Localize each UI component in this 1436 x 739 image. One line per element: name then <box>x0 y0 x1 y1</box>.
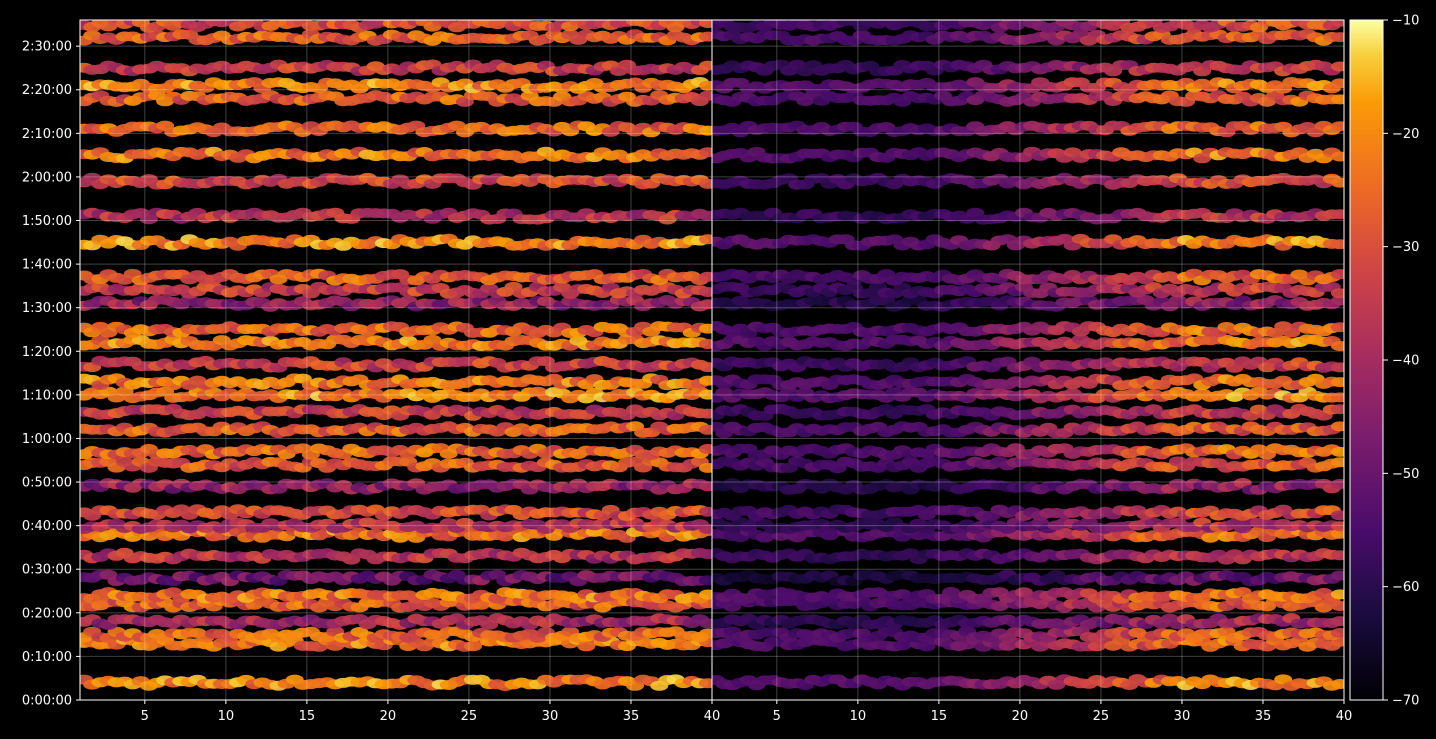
heatmap-cell <box>1330 528 1344 539</box>
heatmap-cell <box>698 178 712 189</box>
heatmap-cell <box>1330 446 1344 457</box>
heatmap-cell <box>1330 479 1344 489</box>
heatmap-cell <box>698 80 712 91</box>
heatmap-cells-right <box>712 20 1344 691</box>
heatmap-cell <box>698 589 712 600</box>
x-tick-label: 30 <box>542 709 559 724</box>
y-tick-label: 2:00:00 <box>22 170 72 185</box>
x-tick-label: 5 <box>141 709 149 724</box>
y-tick-label: 0:10:00 <box>22 650 72 665</box>
heatmap-cell <box>698 408 712 419</box>
y-tick-label: 2:20:00 <box>22 83 72 98</box>
heatmap-panel-right: 5 10 15 20 25 30 35 40 <box>711 19 1352 724</box>
heatmap-cell <box>1330 239 1344 250</box>
y-tick-label: 2:30:00 <box>22 40 72 55</box>
heatmap-cell <box>1330 589 1344 600</box>
heatmap-cell <box>698 678 712 689</box>
heatmap-cell <box>1330 362 1344 373</box>
heatmap-cell <box>698 323 712 334</box>
x-tick-label: 35 <box>623 709 640 724</box>
y-tick-label: 1:50:00 <box>22 214 72 229</box>
y-tick-label: 0:20:00 <box>22 606 72 621</box>
heatmap-cell <box>1330 550 1344 561</box>
heatmap-cells-left <box>80 20 712 691</box>
heatmap-cell <box>698 60 712 71</box>
heatmap-cell <box>1330 322 1344 333</box>
y-tick-label: 0:50:00 <box>22 476 72 491</box>
x-tick-label: 25 <box>461 709 478 724</box>
heatmap-cell <box>698 618 712 629</box>
x-axis-ticks-left: 5 10 15 20 25 30 35 40 <box>141 700 721 724</box>
heatmap-cell <box>698 125 712 136</box>
heatmap-cell <box>1330 209 1344 220</box>
heatmap-cell <box>698 287 712 297</box>
heatmap-cell <box>698 271 712 282</box>
x-tick-label: 15 <box>299 709 316 724</box>
heatmap-cell <box>698 210 712 221</box>
y-tick-label: 0:00:00 <box>22 694 72 709</box>
heatmap-cell <box>698 375 712 386</box>
y-tick-label: 2:10:00 <box>22 127 72 142</box>
heatmap-cell <box>698 462 712 473</box>
heatmap-cell <box>698 424 712 435</box>
heatmap-cell <box>1330 269 1344 280</box>
heatmap-cell <box>698 481 712 492</box>
heatmap-cell <box>698 444 712 454</box>
heatmap-cell <box>1330 151 1344 162</box>
heatmap-cell <box>698 31 712 42</box>
x-tick-label: 20 <box>380 709 397 724</box>
heatmap-cell <box>1330 288 1344 299</box>
heatmap-cell <box>1330 377 1344 388</box>
gridlines-left <box>80 20 713 701</box>
heatmap-cell <box>1330 679 1344 689</box>
heatmap-cell <box>698 147 712 158</box>
heatmap-cell <box>1330 601 1344 611</box>
y-tick-label: 1:30:00 <box>22 301 72 316</box>
y-tick-label: 1:40:00 <box>22 258 72 273</box>
heatmap-cell <box>698 575 712 586</box>
heatmap-cell <box>1330 121 1344 132</box>
heatmap-cell <box>698 523 712 534</box>
heatmap-panel-left: 5 10 15 20 25 30 35 40 0:00:00 0:10:00 0:20:00 0:3… <box>22 19 721 724</box>
heatmap-cell <box>698 20 712 28</box>
y-tick-label: 1:10:00 <box>22 388 72 403</box>
heatmap-cell <box>1330 421 1344 432</box>
x-tick-label: 10 <box>218 709 235 724</box>
y-tick-label: 1:20:00 <box>22 345 72 360</box>
heatmap-cell <box>698 506 712 517</box>
y-axis-ticks-left: 0:00:00 0:10:00 0:20:00 0:30:00 0:40:00 0:50:… <box>22 40 80 709</box>
heatmap-cell <box>698 339 712 349</box>
heatmap-cell <box>1330 341 1344 351</box>
heatmap-cell <box>1330 392 1344 403</box>
heatmap-cell <box>698 389 712 400</box>
heatmap-cell <box>1330 616 1344 627</box>
heatmap-cell <box>1330 457 1344 468</box>
heatmap-cell <box>1330 570 1344 581</box>
x-tick-label: 40 <box>704 709 721 724</box>
heatmap-cell <box>1330 177 1344 188</box>
heatmap-cell <box>1330 628 1344 638</box>
heatmap-cell <box>698 90 712 101</box>
heatmap-cell <box>698 549 712 560</box>
y-tick-label: 1:00:00 <box>22 432 72 447</box>
y-tick-label: 0:30:00 <box>22 563 72 578</box>
y-tick-label: 0:40:00 <box>22 519 72 534</box>
heatmap-cell <box>1330 521 1344 532</box>
heatmap-cell <box>698 299 712 310</box>
heatmap-cell <box>698 234 712 245</box>
heatmap-cell <box>1330 510 1344 521</box>
heatmap-cell <box>698 628 712 639</box>
heatmap-cell <box>698 362 712 373</box>
heatmap-cell <box>1330 404 1344 415</box>
